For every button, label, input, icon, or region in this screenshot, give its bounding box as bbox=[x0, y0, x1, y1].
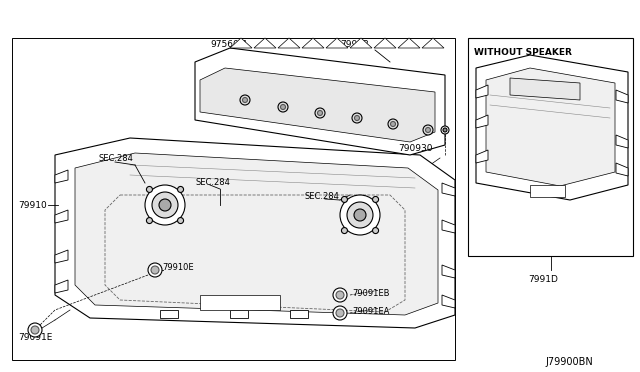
Circle shape bbox=[31, 326, 39, 334]
Text: 79091EA: 79091EA bbox=[352, 307, 389, 315]
Polygon shape bbox=[616, 90, 628, 103]
Circle shape bbox=[352, 113, 362, 123]
Polygon shape bbox=[442, 295, 455, 308]
Circle shape bbox=[147, 186, 152, 192]
Text: 7991D: 7991D bbox=[528, 276, 558, 285]
Circle shape bbox=[278, 102, 288, 112]
Circle shape bbox=[441, 126, 449, 134]
Text: 79091EB: 79091EB bbox=[352, 289, 390, 298]
Text: 79091E: 79091E bbox=[18, 334, 52, 343]
Text: SEC.284: SEC.284 bbox=[98, 154, 133, 163]
Polygon shape bbox=[55, 280, 68, 293]
Text: 79913: 79913 bbox=[340, 39, 369, 48]
Polygon shape bbox=[398, 38, 420, 48]
Circle shape bbox=[280, 105, 285, 109]
Polygon shape bbox=[75, 153, 438, 315]
Text: WITHOUT SPEAKER: WITHOUT SPEAKER bbox=[474, 48, 572, 57]
Text: 790930: 790930 bbox=[398, 144, 433, 153]
Polygon shape bbox=[230, 310, 248, 318]
Polygon shape bbox=[374, 38, 396, 48]
Circle shape bbox=[372, 196, 378, 202]
Text: 97560M: 97560M bbox=[210, 39, 246, 48]
Polygon shape bbox=[442, 265, 455, 278]
Circle shape bbox=[145, 185, 185, 225]
Polygon shape bbox=[278, 38, 300, 48]
Circle shape bbox=[372, 228, 378, 234]
Circle shape bbox=[148, 263, 162, 277]
Polygon shape bbox=[616, 163, 628, 176]
Polygon shape bbox=[195, 48, 445, 155]
Circle shape bbox=[355, 115, 360, 121]
Circle shape bbox=[388, 119, 398, 129]
Circle shape bbox=[28, 323, 42, 337]
Circle shape bbox=[342, 228, 348, 234]
Circle shape bbox=[333, 288, 347, 302]
Circle shape bbox=[152, 192, 178, 218]
Polygon shape bbox=[476, 85, 488, 98]
Polygon shape bbox=[442, 183, 455, 196]
Polygon shape bbox=[486, 68, 615, 186]
Circle shape bbox=[333, 306, 347, 320]
Circle shape bbox=[336, 291, 344, 299]
Circle shape bbox=[390, 122, 396, 126]
Bar bbox=[12, 38, 455, 360]
Polygon shape bbox=[616, 135, 628, 148]
Circle shape bbox=[423, 125, 433, 135]
Polygon shape bbox=[422, 38, 444, 48]
Polygon shape bbox=[200, 68, 435, 142]
Circle shape bbox=[243, 97, 248, 103]
Polygon shape bbox=[55, 250, 68, 263]
Text: 79910E: 79910E bbox=[162, 263, 194, 273]
Polygon shape bbox=[290, 310, 308, 318]
Circle shape bbox=[240, 95, 250, 105]
Circle shape bbox=[354, 209, 366, 221]
Text: SEC.284: SEC.284 bbox=[195, 177, 230, 186]
Circle shape bbox=[340, 195, 380, 235]
Polygon shape bbox=[530, 185, 565, 197]
Polygon shape bbox=[326, 38, 348, 48]
Polygon shape bbox=[230, 38, 252, 48]
Polygon shape bbox=[442, 220, 455, 233]
Circle shape bbox=[336, 309, 344, 317]
Text: J79900BN: J79900BN bbox=[545, 357, 593, 367]
Circle shape bbox=[426, 128, 431, 132]
Circle shape bbox=[347, 202, 373, 228]
Circle shape bbox=[177, 186, 184, 192]
Polygon shape bbox=[350, 38, 372, 48]
Polygon shape bbox=[254, 38, 276, 48]
Polygon shape bbox=[510, 78, 580, 100]
Bar bbox=[468, 38, 633, 256]
Circle shape bbox=[177, 218, 184, 224]
Circle shape bbox=[151, 266, 159, 274]
Polygon shape bbox=[476, 115, 488, 128]
Circle shape bbox=[443, 128, 447, 132]
Text: 79910: 79910 bbox=[18, 201, 47, 209]
Circle shape bbox=[147, 218, 152, 224]
Circle shape bbox=[315, 108, 325, 118]
Polygon shape bbox=[302, 38, 324, 48]
Polygon shape bbox=[55, 170, 68, 183]
Polygon shape bbox=[476, 55, 628, 200]
Circle shape bbox=[342, 196, 348, 202]
Text: SEC.284: SEC.284 bbox=[305, 192, 340, 201]
Polygon shape bbox=[476, 150, 488, 163]
Polygon shape bbox=[55, 210, 68, 223]
Circle shape bbox=[159, 199, 171, 211]
Circle shape bbox=[317, 110, 323, 115]
Polygon shape bbox=[160, 310, 178, 318]
Polygon shape bbox=[200, 295, 280, 310]
Polygon shape bbox=[55, 138, 455, 328]
